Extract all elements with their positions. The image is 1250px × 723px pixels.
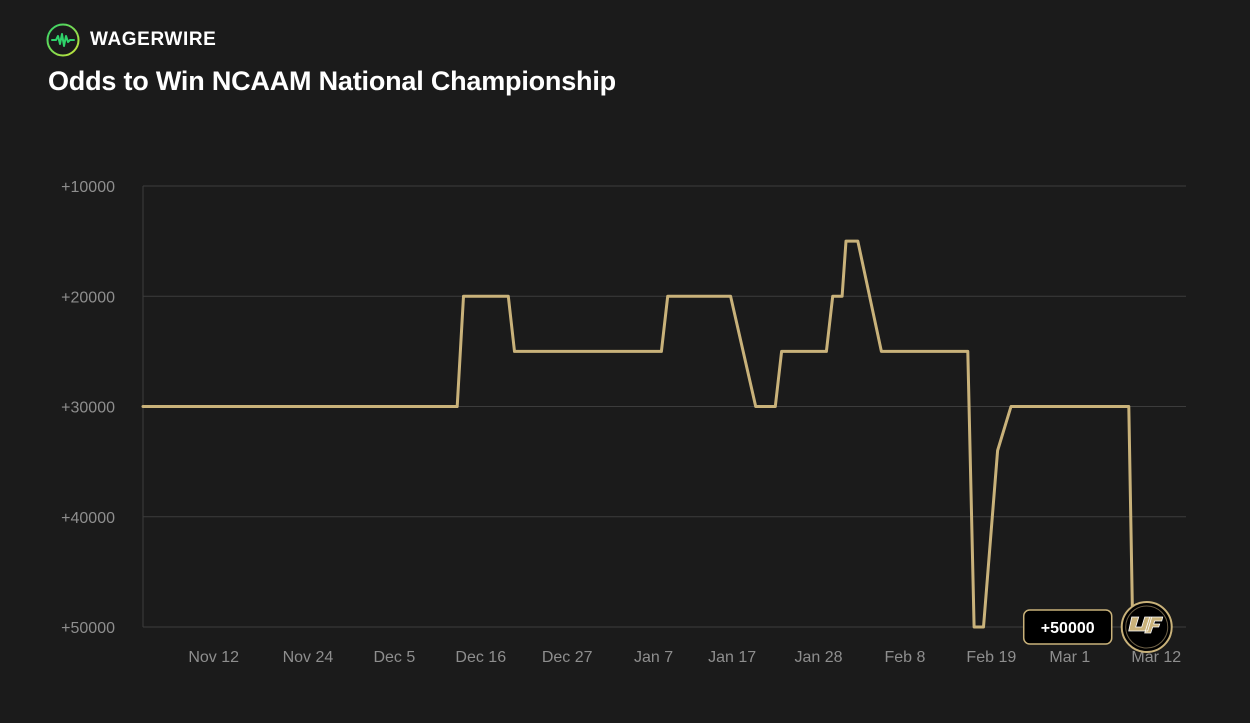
y-tick-label: +50000 [61,620,115,637]
x-tick-label: Jan 7 [634,649,673,666]
x-tick-label: Dec 16 [455,649,506,666]
y-tick-label: +40000 [61,510,115,527]
x-tick-label: Jan 17 [708,649,756,666]
brand-name: WAGERWIRE [90,29,217,50]
y-axis-ticks: +10000 +20000 +30000 +40000 +50000 [61,179,115,637]
x-tick-label: Jan 28 [795,649,843,666]
x-tick-label: Dec 27 [542,649,593,666]
x-tick-label: Nov 12 [188,649,239,666]
x-tick-label: Feb 19 [966,649,1016,666]
chart-title: Odds to Win NCAAM National Championship [48,66,616,96]
x-tick-label: Feb 8 [884,649,925,666]
odds-series [141,239,1135,629]
x-tick-label: Mar 1 [1049,649,1090,666]
x-tick-label: Dec 5 [373,649,415,666]
ucf-knights-logo-icon [1120,601,1173,653]
x-tick-label: Nov 24 [283,649,334,666]
y-tick-label: +30000 [61,400,115,417]
y-tick-label: +10000 [61,179,115,196]
brand: WAGERWIRE [46,23,216,57]
end-value-badge [1022,609,1113,645]
pulse-circle-icon [46,23,80,57]
x-axis-ticks: Nov 12 Nov 24 Dec 5 Dec 16 Dec 27 Jan 7 Jan 17… [188,649,1181,666]
end-marker-group: +50000 [1022,601,1173,653]
series-line [141,239,1135,629]
y-tick-label: +20000 [61,289,115,306]
end-value-label: +50000 [1041,620,1095,637]
x-tick-label: Mar 12 [1131,649,1181,666]
